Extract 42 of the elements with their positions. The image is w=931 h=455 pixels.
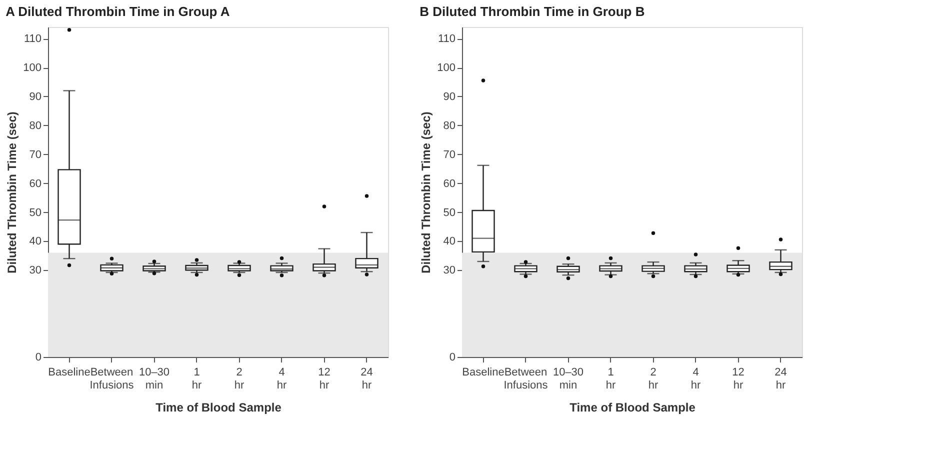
y-tick-label: 100 [437, 62, 456, 74]
x-tick-label: 10–30 min [552, 366, 584, 392]
y-tick-label: 100 [23, 62, 42, 74]
y-tick-label: 80 [443, 120, 456, 132]
x-tick-label: 24 hr [774, 366, 787, 392]
x-axis-title: Time of Blood Sample [156, 400, 282, 414]
y-tick-label: 80 [29, 120, 42, 132]
x-tick-label: 10–30 min [138, 366, 170, 392]
x-tick-label: 2 hr [648, 366, 658, 392]
y-tick-label: 30 [29, 264, 42, 277]
x-tick-label: Between Infusions [504, 366, 548, 392]
y-tick-label: 60 [443, 178, 456, 190]
x-tick-label: 2 hr [234, 366, 244, 392]
x-tick-label: Between Infusions [90, 366, 134, 392]
y-tick-label: 110 [438, 33, 456, 46]
y-tick-label: 40 [443, 236, 456, 248]
y-tick-label: 110 [24, 33, 42, 46]
y-tick-label: 90 [443, 90, 456, 103]
y-tick-label: 50 [443, 206, 456, 219]
chart-title: B Diluted Thrombin Time in Group B [420, 4, 645, 19]
x-tick-label: 4 hr [690, 366, 701, 392]
x-tick-label: 12 hr [318, 366, 330, 392]
x-tick-label: 12 hr [732, 366, 744, 392]
y-tick-label: 50 [29, 206, 42, 219]
x-axis-title: Time of Blood Sample [570, 400, 696, 414]
y-tick-label: 30 [443, 264, 456, 277]
y-tick-label: 40 [29, 236, 42, 248]
y-tick-label: 70 [29, 148, 42, 161]
y-tick-label: 70 [443, 148, 456, 161]
chart-title: A Diluted Thrombin Time in Group A [6, 4, 230, 19]
y-tick-label: 0 [35, 352, 42, 364]
y-tick-label: 60 [29, 178, 42, 190]
y-tick-label: 0 [449, 352, 456, 364]
x-tick-label: 1 hr [606, 366, 616, 392]
y-tick-label: 90 [29, 90, 42, 103]
y-axis-title: Diluted Thrombin Time (sec) [419, 112, 434, 274]
x-tick-label: 24 hr [360, 366, 373, 392]
y-axis-title: Diluted Thrombin Time (sec) [5, 112, 20, 274]
x-tick-label: Baseline [462, 366, 504, 378]
x-tick-label: 4 hr [276, 366, 287, 392]
x-tick-label: Baseline [48, 366, 90, 378]
x-tick-label: 1 hr [192, 366, 202, 392]
